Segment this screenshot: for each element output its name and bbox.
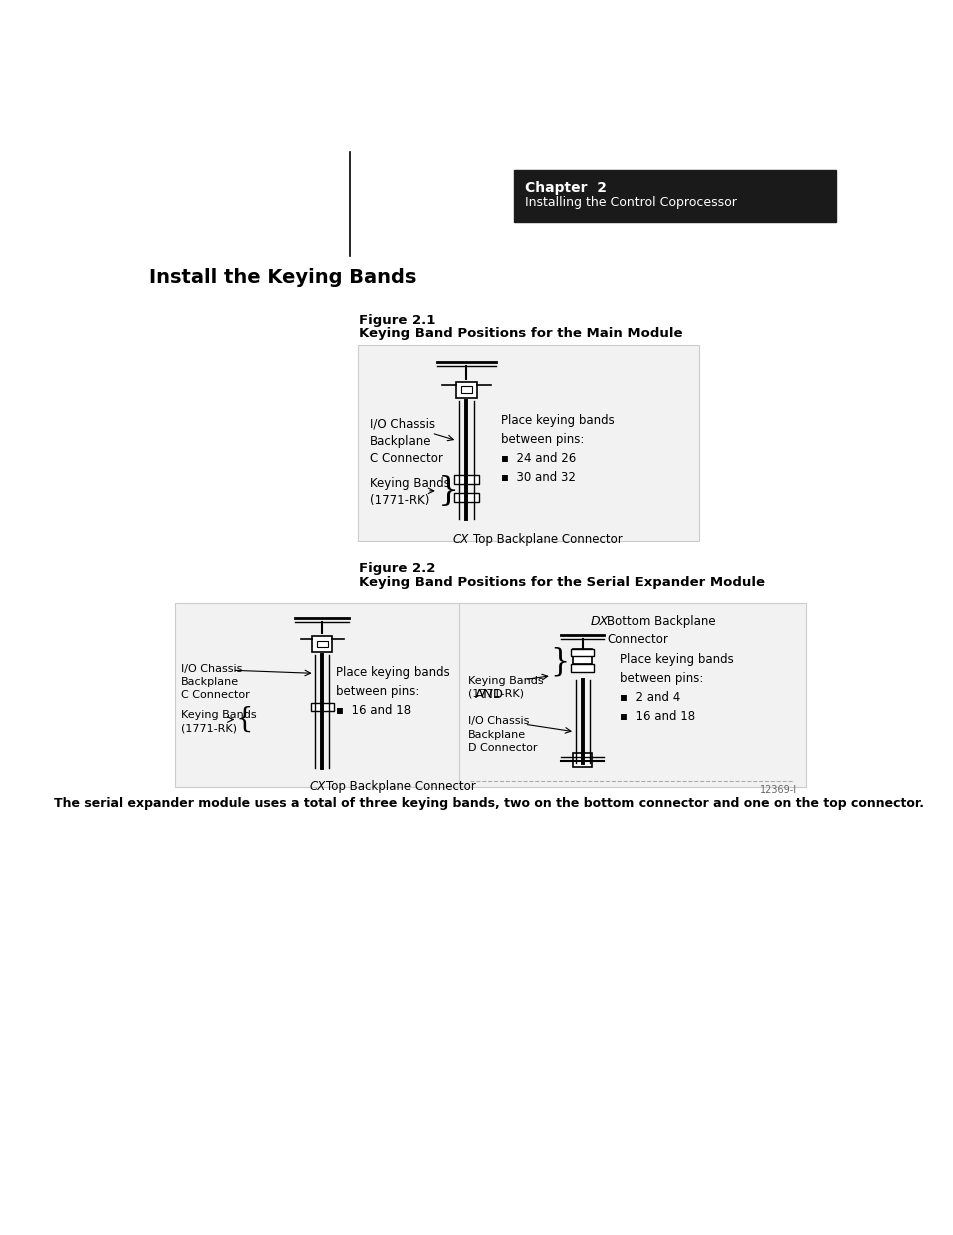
Bar: [571, 664, 594, 672]
Bar: [454, 475, 478, 484]
Text: CX: CX: [310, 779, 326, 793]
Bar: [460, 387, 472, 393]
Text: Keying Band Positions for the Main Module: Keying Band Positions for the Main Modul…: [359, 327, 682, 340]
Text: DX: DX: [590, 615, 608, 627]
Text: Keying Band Positions for the Serial Expander Module: Keying Band Positions for the Serial Exp…: [359, 576, 764, 589]
Text: Figure 2.1: Figure 2.1: [359, 314, 436, 327]
Text: Keying Bands
(1771-RK): Keying Bands (1771-RK): [181, 710, 256, 734]
Bar: [573, 753, 592, 767]
Bar: [571, 648, 594, 656]
Text: Installing the Control Coprocessor: Installing the Control Coprocessor: [525, 196, 737, 209]
Bar: [514, 169, 835, 222]
Text: I/O Chassis
Backplane
C Connector: I/O Chassis Backplane C Connector: [181, 664, 250, 700]
Text: Top Backplane Connector: Top Backplane Connector: [472, 534, 621, 546]
Text: Install the Keying Bands: Install the Keying Bands: [149, 268, 416, 287]
Text: Keying Bands
(1771-RK): Keying Bands (1771-RK): [468, 676, 543, 699]
Bar: [312, 636, 332, 652]
Text: Place keying bands
between pins:
▪  16 and 18: Place keying bands between pins: ▪ 16 an…: [335, 666, 450, 716]
Text: Place keying bands
between pins:
▪  24 and 26
▪  30 and 32: Place keying bands between pins: ▪ 24 an…: [500, 414, 615, 484]
Text: }: }: [550, 646, 569, 677]
Bar: [311, 704, 334, 711]
Text: 12369-I: 12369-I: [759, 785, 796, 795]
Text: AND: AND: [475, 688, 503, 701]
Text: }: }: [437, 474, 458, 506]
Text: {: {: [235, 706, 253, 734]
Text: Bottom Backplane
Connector: Bottom Backplane Connector: [607, 615, 716, 646]
Text: Figure 2.2: Figure 2.2: [359, 562, 436, 576]
Text: Keying Bands
(1771-RK): Keying Bands (1771-RK): [369, 477, 449, 508]
Text: CX: CX: [452, 534, 468, 546]
Text: I/O Chassis
Backplane
D Connector: I/O Chassis Backplane D Connector: [468, 716, 537, 753]
Bar: [458, 603, 805, 787]
Text: Top Backplane Connector: Top Backplane Connector: [326, 779, 476, 793]
Bar: [454, 493, 478, 501]
Bar: [174, 603, 465, 787]
Text: Place keying bands
between pins:
▪  2 and 4
▪  16 and 18: Place keying bands between pins: ▪ 2 and…: [619, 652, 733, 722]
Text: The serial expander module uses a total of three keying bands, two on the bottom: The serial expander module uses a total …: [54, 797, 923, 809]
Bar: [357, 345, 699, 541]
Bar: [573, 648, 592, 664]
Bar: [316, 641, 328, 647]
Bar: [456, 382, 476, 399]
Text: Chapter  2: Chapter 2: [525, 180, 607, 195]
Text: I/O Chassis
Backplane
C Connector: I/O Chassis Backplane C Connector: [369, 417, 442, 464]
